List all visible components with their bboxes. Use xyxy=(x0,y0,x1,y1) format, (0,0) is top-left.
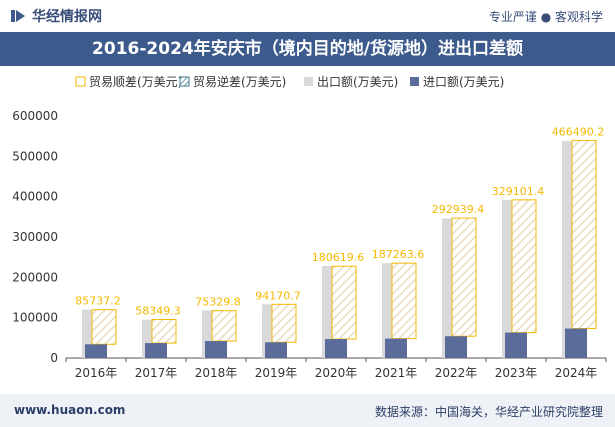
chart-svg: 贸易顺差(万美元) 贸易逆差(万美元) 出口额(万美元) 进口额(万美元) 0 1000… xyxy=(12,74,607,380)
surplus-bar xyxy=(211,310,237,342)
surplus-bar xyxy=(571,139,597,330)
import-bar xyxy=(145,343,167,358)
legend-label-2: 出口额(万美元) xyxy=(317,75,398,89)
surplus-bar xyxy=(451,217,477,337)
bars: 85737.2 58349.3 75329.8 94170.7 180619.6 1872… xyxy=(75,125,604,358)
import-bar xyxy=(505,332,527,358)
brand: 华经情报网 xyxy=(10,6,102,26)
title-bar: 2016-2024年安庆市（境内目的地/货源地）进出口差额 xyxy=(0,32,615,66)
surplus-data-label: 180619.6 xyxy=(312,251,365,264)
tagline: 专业严谨 ● 客观科学 xyxy=(489,8,603,25)
surplus-bar xyxy=(331,265,357,340)
bottom-bar: www.huaon.com 数据来源：中国海关，华经产业研究院整理 xyxy=(0,394,615,427)
x-tick-label: 2019年 xyxy=(255,366,298,380)
legend-label-0: 贸易顺差(万美元) xyxy=(89,75,182,89)
y-tick-label: 100000 xyxy=(12,311,58,325)
brand-logo-icon xyxy=(11,10,25,22)
footer-url: www.huaon.com xyxy=(14,403,126,417)
legend-swatch-1 xyxy=(179,76,190,87)
x-tick-label: 2021年 xyxy=(375,366,418,380)
surplus-bar xyxy=(511,199,537,334)
legend-label-1: 贸易逆差(万美元) xyxy=(193,74,286,89)
y-tick-label: 500000 xyxy=(12,149,58,163)
surplus-data-label: 58349.3 xyxy=(135,305,181,318)
x-tick-label: 2017年 xyxy=(135,366,178,380)
x-tick-label: 2016年 xyxy=(75,366,118,380)
x-tick-label: 2020年 xyxy=(315,366,358,380)
import-bar xyxy=(85,344,107,358)
tagline-left: 专业严谨 xyxy=(488,10,537,24)
x-axis: 2016年 2017年 2018年 2019年 2020年 2021年 2022年 2023年… xyxy=(65,358,607,380)
surplus-data-label: 75329.8 xyxy=(195,296,241,309)
surplus-bar xyxy=(151,319,177,344)
surplus-data-label: 187263.6 xyxy=(372,248,425,261)
y-tick-label: 0 xyxy=(50,351,58,365)
x-tick-label: 2023年 xyxy=(495,366,538,380)
x-tick-label: 2022年 xyxy=(435,366,478,380)
surplus-data-label: 329101.4 xyxy=(492,185,545,198)
surplus-data-label: 85737.2 xyxy=(75,295,121,308)
legend-swatch-3 xyxy=(410,77,419,86)
y-tick-label: 600000 xyxy=(12,109,58,123)
legend-label-3: 进口额(万美元) xyxy=(423,75,504,89)
legend-swatch-2 xyxy=(304,77,313,86)
surplus-data-label: 94170.7 xyxy=(255,289,301,302)
chart-title: 2016-2024年安庆市（境内目的地/货源地）进出口差额 xyxy=(92,39,523,59)
import-bar xyxy=(205,341,227,358)
surplus-data-label: 466490.2 xyxy=(552,125,605,138)
x-tick-label: 2024年 xyxy=(555,366,598,380)
tagline-right: 客观科学 xyxy=(554,10,603,24)
import-bar xyxy=(265,342,287,358)
import-bar xyxy=(385,338,407,358)
surplus-bar xyxy=(271,303,297,343)
import-bar xyxy=(325,339,347,358)
surplus-bar xyxy=(91,309,117,345)
legend-swatch-0 xyxy=(75,76,86,87)
import-bar xyxy=(445,336,467,358)
brand-name: 华经情报网 xyxy=(32,9,102,25)
y-tick-label: 200000 xyxy=(12,270,58,284)
top-bar: 华经情报网 专业严谨 ● 客观科学 xyxy=(0,0,615,32)
footer-source: 数据来源：中国海关，华经产业研究院整理 xyxy=(374,405,603,419)
y-tick-label: 300000 xyxy=(12,230,58,244)
surplus-data-label: 292939.4 xyxy=(432,203,485,216)
surplus-bar xyxy=(391,262,417,340)
legend: 贸易顺差(万美元) 贸易逆差(万美元) 出口额(万美元) 进口额(万美元) xyxy=(75,74,504,89)
x-tick-label: 2018年 xyxy=(195,366,238,380)
import-bar xyxy=(565,328,587,358)
y-tick-label: 400000 xyxy=(12,190,58,204)
bullet-icon: ● xyxy=(540,10,555,24)
chart-area: 贸易顺差(万美元) 贸易逆差(万美元) 出口额(万美元) 进口额(万美元) 0 1000… xyxy=(0,66,615,394)
